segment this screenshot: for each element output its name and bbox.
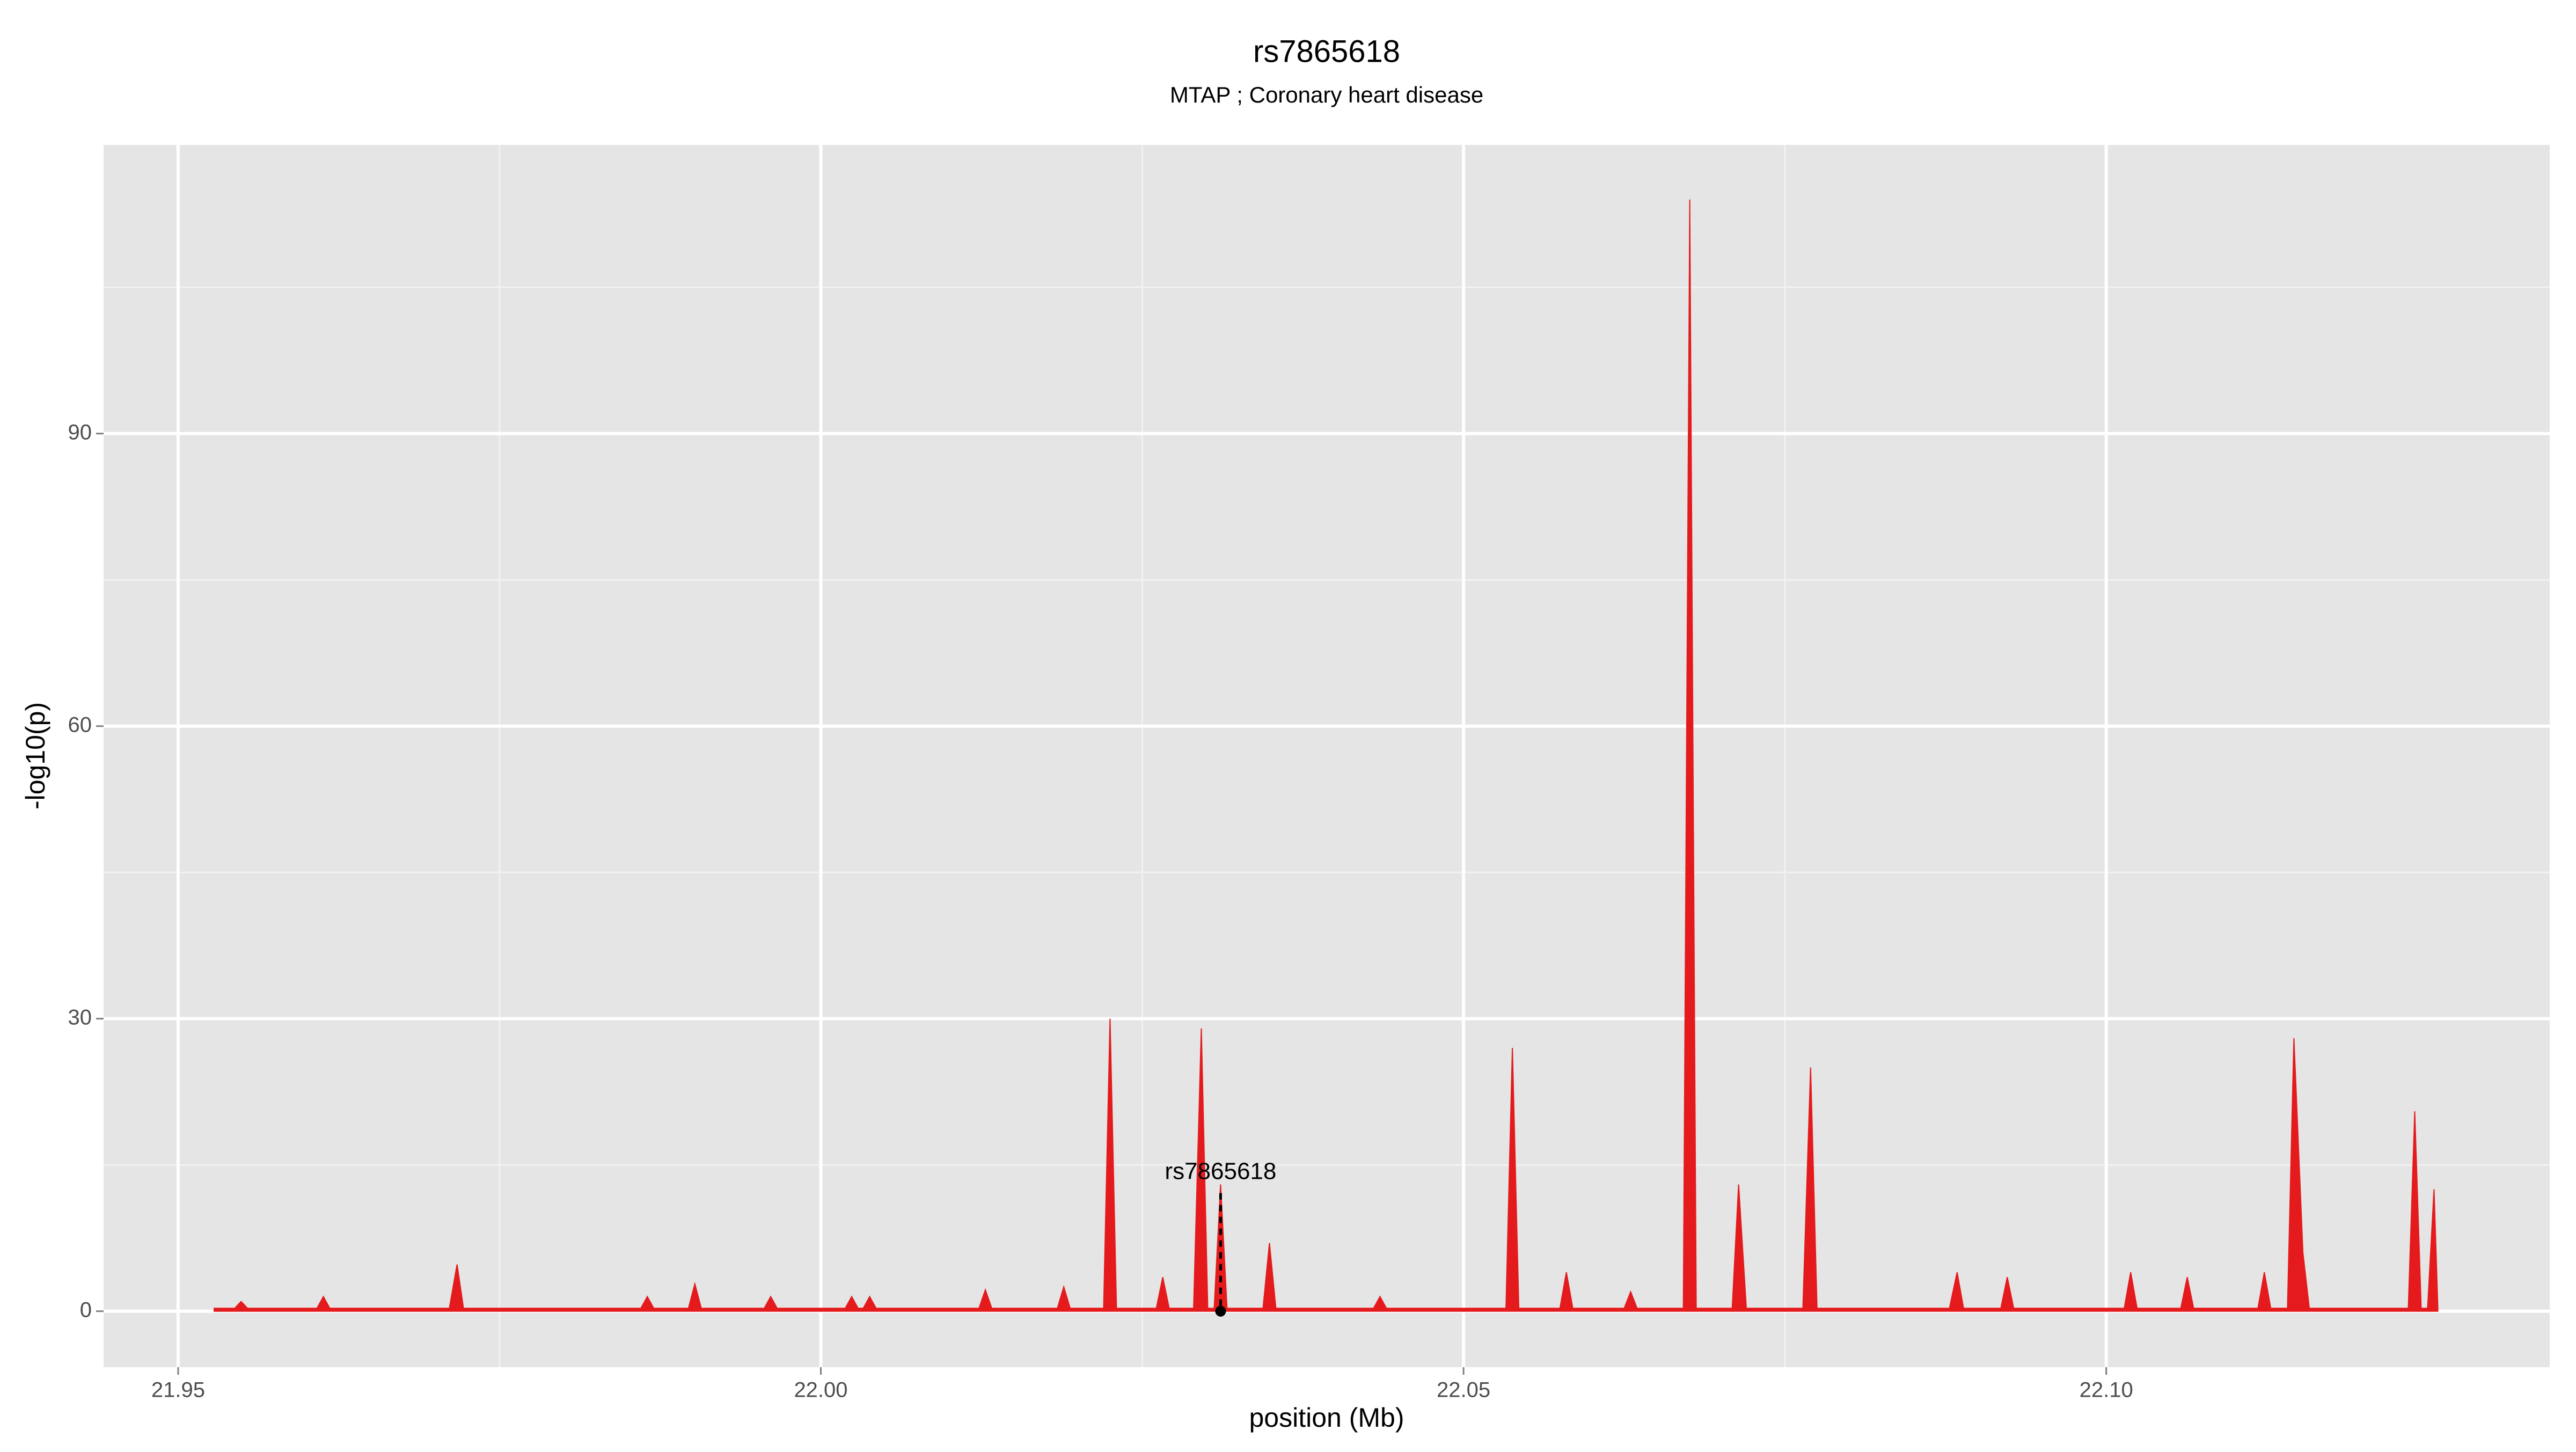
y-tick-label: 90 (68, 420, 92, 444)
x-tick-label: 22.10 (2080, 1378, 2133, 1402)
chart-subtitle: MTAP ; Coronary heart disease (1170, 82, 1483, 107)
plot-background (104, 145, 2550, 1367)
x-tick-label: 21.95 (151, 1378, 205, 1402)
y-tick-label: 30 (68, 1005, 92, 1029)
annotation-label: rs7865618 (1165, 1158, 1276, 1184)
chart-title: rs7865618 (1253, 34, 1400, 69)
y-axis-title: -log10(p) (20, 702, 50, 809)
x-tick-label: 22.05 (1437, 1378, 1490, 1402)
y-tick-label: 60 (68, 713, 92, 736)
annotation-point (1215, 1305, 1226, 1317)
y-tick-label: 0 (80, 1298, 92, 1322)
x-axis-title: position (Mb) (1249, 1403, 1404, 1433)
area (213, 199, 2439, 1312)
x-tick-label: 22.00 (794, 1378, 847, 1402)
